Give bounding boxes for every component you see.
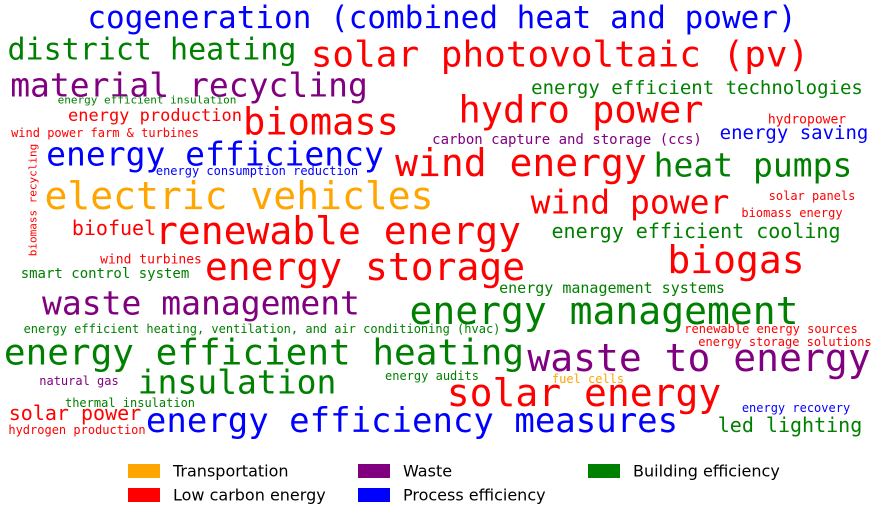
legend-swatch (128, 464, 160, 478)
word: biogas (667, 238, 804, 282)
word: biofuel (72, 216, 156, 240)
word: energy management (410, 289, 799, 333)
word: hydropower (768, 113, 846, 128)
word: natural gas (39, 374, 118, 388)
word: electric vehicles (45, 174, 434, 218)
word: biomass (243, 101, 399, 144)
word: biomass energy (741, 206, 842, 220)
word: energy management systems (499, 279, 725, 297)
word: biomass recycling (27, 144, 40, 257)
word: waste to energy (527, 336, 870, 380)
legend-label: Low carbon energy (173, 486, 326, 505)
word: solar energy (447, 371, 722, 415)
legend-swatch (588, 464, 620, 478)
word: district heating (8, 33, 297, 68)
legend-swatch (128, 488, 160, 502)
word: energy consumption reduction (156, 164, 358, 178)
word: led lighting (718, 413, 863, 437)
word: energy efficient heating, ventilation, a… (24, 322, 501, 336)
legend-label: Waste (403, 462, 452, 481)
word: solar panels (769, 189, 856, 203)
word: hydro power (458, 89, 703, 132)
word: energy production (68, 106, 242, 126)
word: energy efficiency measures (146, 401, 678, 441)
word: cogeneration (combined heat and power) (87, 0, 796, 36)
word: heat pumps (654, 146, 853, 185)
word: energy efficient technologies (531, 77, 863, 99)
legend-label: Transportation (172, 462, 289, 481)
word: wind power (531, 183, 730, 222)
word: energy efficient insulation (58, 94, 237, 107)
word: solar power (9, 401, 141, 425)
legend-swatch (358, 488, 390, 502)
word: material recycling (10, 66, 368, 105)
word: energy efficient heating (4, 333, 524, 374)
word: renewable energy sources (684, 322, 857, 336)
legend-label: Building efficiency (633, 462, 780, 481)
legend-swatch (358, 464, 390, 478)
word: fuel cells (552, 372, 624, 386)
word: carbon capture and storage (ccs) (432, 132, 702, 148)
word: energy storage solutions (698, 335, 871, 349)
word: energy efficiency (46, 135, 384, 174)
word: renewable energy (155, 209, 521, 253)
word: energy storage (205, 245, 525, 289)
word: energy recovery (742, 401, 850, 415)
word: hydrogen production (8, 423, 145, 437)
word: energy saving (720, 122, 869, 144)
legend-label: Process efficiency (403, 486, 546, 505)
word: wind turbines (100, 253, 202, 268)
word: smart control system (21, 266, 190, 282)
word: waste management (42, 284, 360, 323)
word: wind power farm & turbines (11, 126, 199, 140)
word: energy efficient cooling (552, 219, 841, 243)
word: thermal insulation (65, 396, 195, 410)
word: wind energy (395, 141, 647, 185)
word: insulation (138, 363, 337, 402)
word: solar photovoltaic (pv) (311, 35, 810, 76)
word: energy audits (385, 369, 479, 383)
